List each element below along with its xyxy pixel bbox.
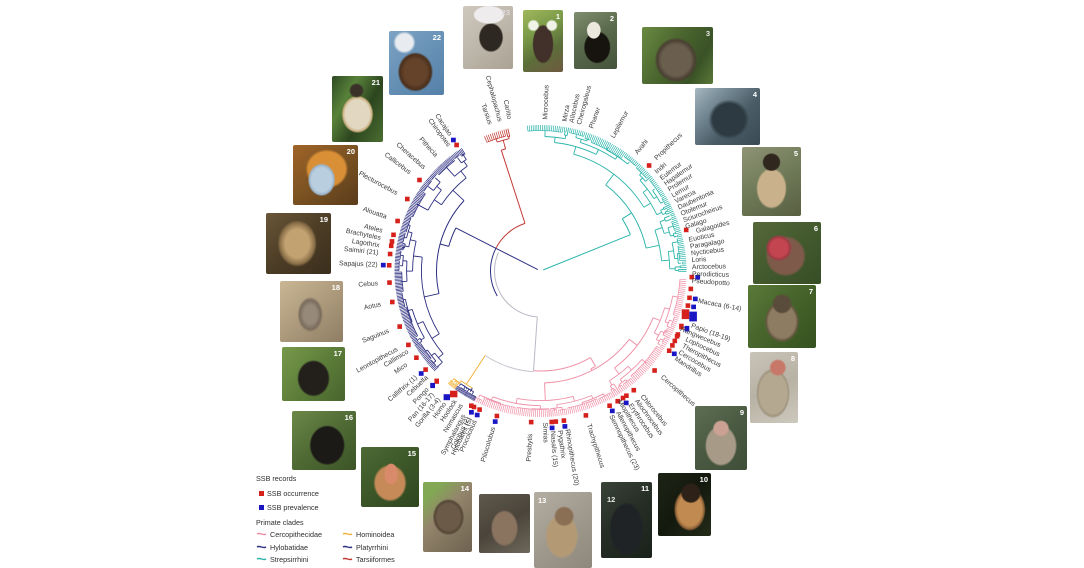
svg-text:Mico: Mico bbox=[393, 362, 409, 376]
svg-text:Mirza: Mirza bbox=[562, 104, 572, 122]
svg-text:Loris: Loris bbox=[691, 256, 707, 264]
svg-text:Pygathrix: Pygathrix bbox=[556, 430, 566, 460]
svg-text:Arctocebus: Arctocebus bbox=[692, 263, 727, 271]
svg-text:Cercopithecus: Cercopithecus bbox=[659, 374, 697, 408]
svg-text:Pithecia: Pithecia bbox=[417, 136, 439, 159]
svg-text:Trachypithecus: Trachypithecus bbox=[585, 423, 606, 469]
svg-text:Saguinus: Saguinus bbox=[361, 328, 390, 345]
svg-text:Microcebus: Microcebus bbox=[542, 84, 550, 120]
svg-text:Tarsius: Tarsius bbox=[479, 103, 493, 126]
svg-text:Plecturocebus: Plecturocebus bbox=[357, 170, 399, 197]
svg-text:Nasalis (15): Nasalis (15) bbox=[549, 431, 559, 468]
svg-text:Presbytis: Presbytis bbox=[526, 433, 535, 462]
svg-text:Perodicticus: Perodicticus bbox=[692, 271, 730, 279]
svg-text:Pseudopotto: Pseudopotto bbox=[691, 278, 730, 288]
svg-text:Simias: Simias bbox=[541, 422, 549, 443]
svg-text:Lagothrix: Lagothrix bbox=[351, 238, 380, 249]
svg-text:Lepilemur: Lepilemur bbox=[610, 109, 631, 139]
svg-text:Piliocolobus: Piliocolobus bbox=[480, 426, 497, 463]
svg-text:Ateles: Ateles bbox=[363, 223, 384, 235]
svg-text:Alouatta: Alouatta bbox=[362, 206, 388, 221]
svg-text:Aotus: Aotus bbox=[363, 301, 382, 312]
svg-text:Sapajus (22): Sapajus (22) bbox=[339, 260, 378, 268]
svg-text:Phaner: Phaner bbox=[588, 106, 602, 130]
svg-text:Saimiri (21): Saimiri (21) bbox=[344, 246, 379, 257]
svg-text:Carlito: Carlito bbox=[502, 99, 513, 120]
svg-text:Cebus: Cebus bbox=[358, 280, 379, 289]
svg-text:Avahi: Avahi bbox=[634, 138, 650, 156]
svg-text:Macaca (6-14): Macaca (6-14) bbox=[697, 298, 741, 313]
svg-text:Nycticebus: Nycticebus bbox=[691, 247, 725, 258]
svg-text:Propithecus: Propithecus bbox=[653, 131, 684, 161]
